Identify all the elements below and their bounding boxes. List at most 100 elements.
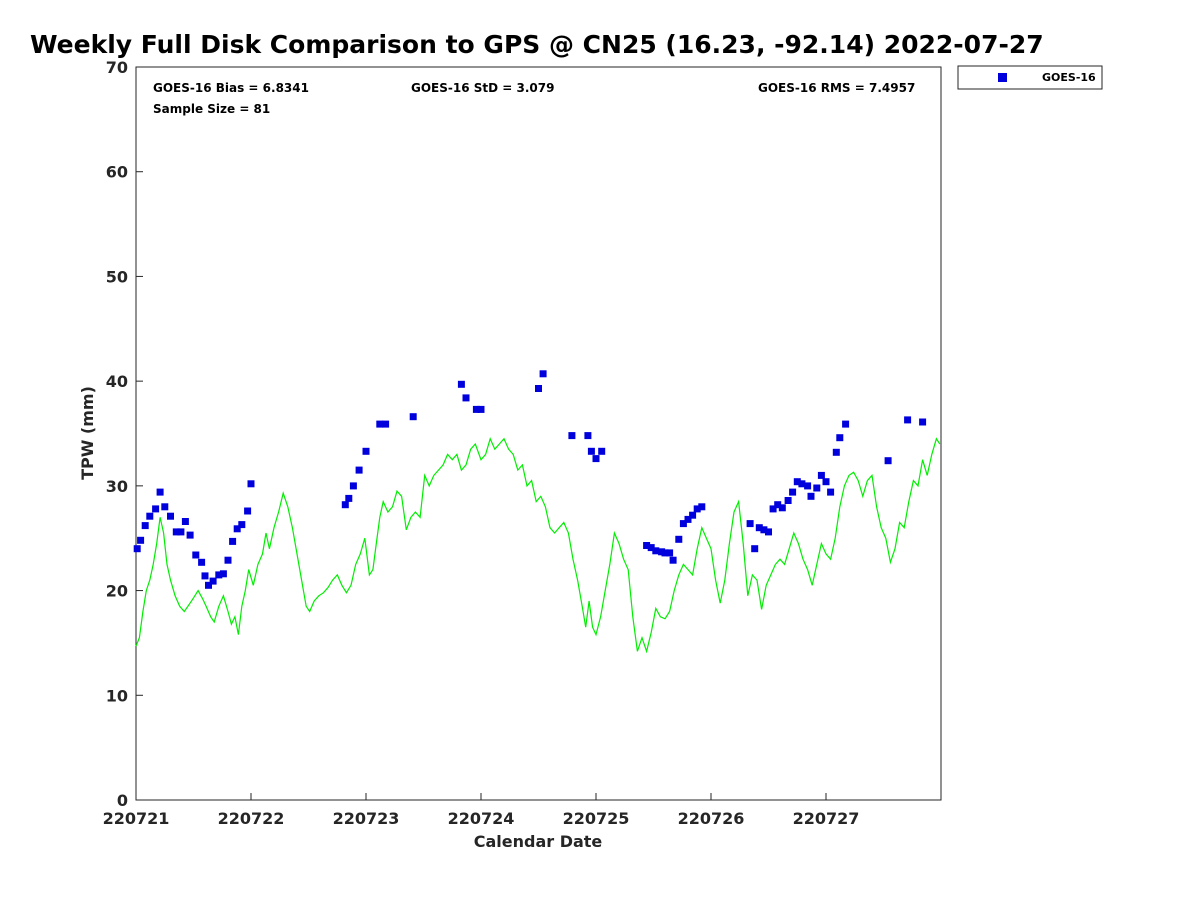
goes-16-point [789, 488, 797, 496]
goes-16-point [186, 531, 194, 539]
goes-16-point [778, 504, 786, 512]
goes-16-point [652, 547, 660, 555]
goes-16-point [462, 394, 470, 402]
y-tick-label: 10 [106, 686, 128, 705]
goes-16-point [669, 556, 677, 564]
goes-16-point [689, 511, 697, 519]
x-tick-label: 220724 [448, 809, 515, 828]
goes-16-point [161, 503, 169, 511]
goes-16-point [765, 528, 772, 536]
x-tick-label: 220721 [103, 809, 170, 828]
goes-16-point [177, 528, 185, 536]
goes-16-point [209, 577, 217, 585]
x-axis-label: Calendar Date [474, 832, 603, 851]
x-tick-label: 220727 [793, 809, 860, 828]
goes-16-point [539, 370, 547, 378]
y-tick-label: 30 [106, 477, 128, 496]
goes-16-point [693, 505, 701, 513]
goes-16-point [233, 525, 241, 533]
goes-16-point [822, 478, 830, 486]
goes-16-point [568, 432, 576, 440]
goes-16-point [477, 405, 485, 413]
goes-16-point [919, 418, 927, 426]
goes-16-point [167, 512, 174, 520]
gps-line [135, 436, 941, 654]
goes-16-point [152, 505, 160, 513]
legend-label-goes-16: GOES-16 [1042, 71, 1096, 84]
y-tick-label: 40 [106, 372, 128, 391]
goes-16-point [832, 448, 840, 456]
goes-16-point [769, 505, 777, 513]
plot-frame [135, 66, 942, 801]
y-axis-label: TPW (mm) [78, 386, 97, 480]
stat-sample-size: Sample Size = 81 [153, 102, 270, 116]
goes-16-point [817, 471, 825, 479]
goes-16-point [137, 536, 145, 544]
x-tick-label: 220725 [563, 809, 630, 828]
goes-16-point [133, 545, 141, 553]
goes-16-point [746, 520, 754, 528]
series-goes-16 [133, 370, 927, 589]
goes-16-point [842, 420, 850, 428]
goes-16-point [238, 521, 246, 529]
goes-16-point [219, 570, 227, 578]
chart-title: Weekly Full Disk Comparison to GPS @ CN2… [30, 30, 1044, 59]
goes-16-point [793, 478, 801, 486]
goes-16-point [598, 447, 606, 455]
x-tick-label: 220726 [678, 809, 745, 828]
goes-16-point [376, 420, 384, 428]
y-axis-ticks: 0 10 20 30 40 50 60 70 [106, 58, 143, 810]
goes-16-point [760, 526, 768, 534]
legend-marker-goes-16 [998, 73, 1007, 82]
goes-16-point [827, 488, 835, 496]
goes-16-point [172, 528, 180, 536]
goes-16-point [884, 457, 892, 465]
goes-16-point [661, 549, 669, 557]
goes-16-point [355, 466, 363, 474]
goes-16-point [643, 542, 651, 549]
goes-16-point [666, 549, 674, 557]
goes-16-point [784, 497, 792, 504]
x-tick-label: 220723 [333, 809, 400, 828]
goes-16-point [229, 537, 237, 545]
goes-16-point [349, 482, 357, 490]
goes-16-point [409, 413, 417, 421]
goes-16-point [904, 416, 912, 424]
goes-16-point [798, 480, 806, 488]
goes-16-point [192, 551, 200, 559]
goes-16-point [146, 512, 154, 520]
goes-16-point [224, 556, 232, 564]
goes-16-point [684, 515, 692, 523]
stat-std: GOES-16 StD = 3.079 [411, 81, 554, 95]
goes-16-point [535, 385, 542, 392]
y-tick-label: 0 [117, 791, 128, 810]
legend: GOES-16 [957, 65, 1103, 90]
goes-16-point [215, 571, 223, 579]
goes-16-point [201, 572, 209, 580]
goes-16-point [205, 581, 212, 589]
plot-axes [135, 66, 942, 801]
goes-16-point [774, 501, 782, 509]
goes-16-point [584, 432, 592, 440]
goes-16-point [345, 494, 353, 502]
goes-16-point [457, 380, 465, 388]
stat-bias: GOES-16 Bias = 6.8341 [153, 81, 309, 95]
goes-16-point [804, 482, 812, 490]
y-tick-label: 60 [106, 163, 128, 182]
goes-16-point [181, 518, 189, 525]
y-tick-label: 70 [106, 58, 128, 77]
goes-16-point [751, 545, 759, 553]
legend-box [957, 65, 1103, 90]
goes-16-point [592, 455, 600, 463]
goes-16-point [755, 524, 763, 532]
goes-16-point [675, 535, 683, 543]
goes-16-point [341, 501, 349, 509]
goes-16-point [141, 522, 149, 530]
goes-16-point [813, 484, 821, 492]
goes-16-point [679, 520, 687, 528]
series-gps [135, 436, 941, 654]
stat-rms: GOES-16 RMS = 7.4957 [758, 81, 915, 95]
goes-16-point [647, 544, 655, 552]
goes-16-point [472, 405, 480, 413]
